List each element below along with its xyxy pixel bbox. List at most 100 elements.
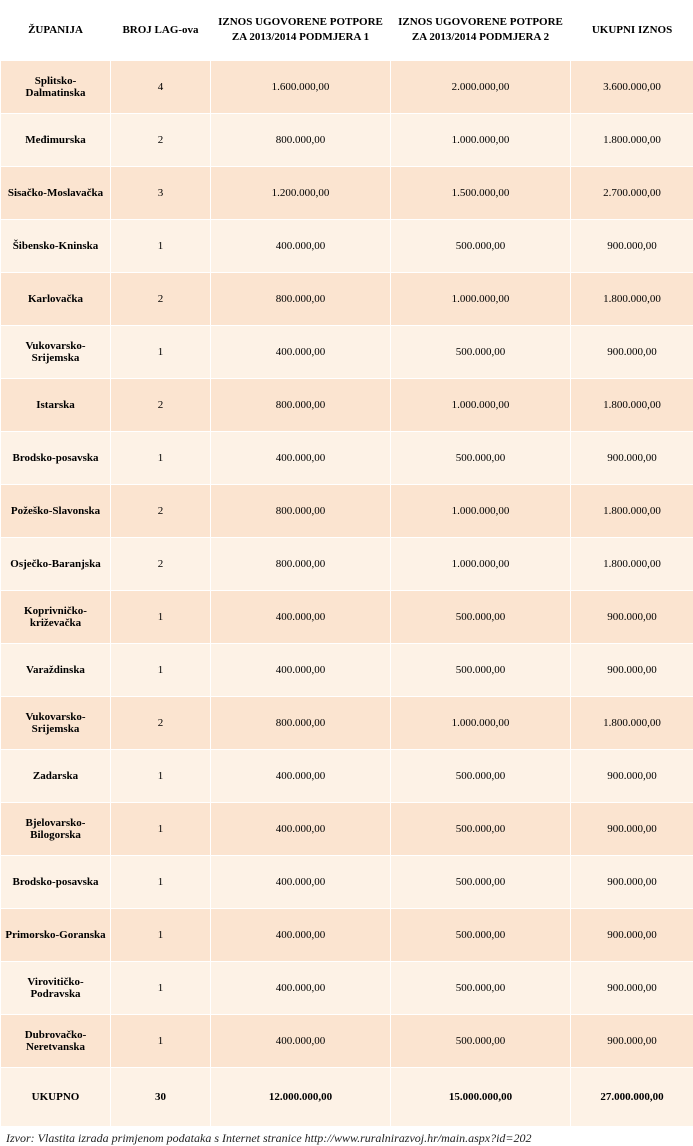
cell-uk: 1.800.000,00 (571, 113, 693, 166)
table-row: Virovitičko-Podravska1400.000,00500.000,… (1, 961, 693, 1014)
cell-zupanija: Karlovačka (1, 272, 111, 325)
cell-p1: 400.000,00 (211, 219, 391, 272)
cell-broj: 1 (111, 590, 211, 643)
cell-broj: 2 (111, 272, 211, 325)
cell-p2: 1.000.000,00 (391, 484, 571, 537)
cell-p1: 1.200.000,00 (211, 166, 391, 219)
cell-p2: 500.000,00 (391, 908, 571, 961)
cell-uk: 1.800.000,00 (571, 484, 693, 537)
table-row: Bjelovarsko-Bilogorska1400.000,00500.000… (1, 802, 693, 855)
cell-zupanija: Splitsko-Dalmatinska (1, 60, 111, 113)
cell-p2: 500.000,00 (391, 961, 571, 1014)
cell-p1: 800.000,00 (211, 113, 391, 166)
table-row: Zadarska1400.000,00500.000,00900.000,00 (1, 749, 693, 802)
cell-zupanija: Koprivničko-križevačka (1, 590, 111, 643)
cell-p1: 400.000,00 (211, 855, 391, 908)
cell-uk: 900.000,00 (571, 855, 693, 908)
cell-uk: 900.000,00 (571, 590, 693, 643)
cell-p2: 500.000,00 (391, 749, 571, 802)
cell-broj: 1 (111, 325, 211, 378)
cell-p2: 1.000.000,00 (391, 272, 571, 325)
cell-p2: 1.000.000,00 (391, 696, 571, 749)
cell-broj: 2 (111, 113, 211, 166)
cell-uk: 900.000,00 (571, 961, 693, 1014)
cell-broj: 1 (111, 749, 211, 802)
cell-uk: 1.800.000,00 (571, 537, 693, 590)
cell-broj: 2 (111, 537, 211, 590)
cell-broj: 1 (111, 643, 211, 696)
cell-zupanija: Sisačko-Moslavačka (1, 166, 111, 219)
cell-p2: 2.000.000,00 (391, 60, 571, 113)
table-row: Vukovarsko-Srijemska1400.000,00500.000,0… (1, 325, 693, 378)
cell-p1: 400.000,00 (211, 802, 391, 855)
table-row: Splitsko-Dalmatinska41.600.000,002.000.0… (1, 60, 693, 113)
table-total-row: UKUPNO3012.000.000,0015.000.000,0027.000… (1, 1067, 693, 1126)
col-header-ukupni: UKUPNI IZNOS (571, 1, 693, 61)
cell-uk: 900.000,00 (571, 802, 693, 855)
cell-uk: 900.000,00 (571, 643, 693, 696)
cell-p1: 400.000,00 (211, 749, 391, 802)
cell-broj: 1 (111, 1014, 211, 1067)
cell-p2: 500.000,00 (391, 802, 571, 855)
cell-broj: 1 (111, 219, 211, 272)
cell-p2: 500.000,00 (391, 219, 571, 272)
cell-p1: 800.000,00 (211, 696, 391, 749)
cell-zupanija: Brodsko-posavska (1, 855, 111, 908)
total-uk: 27.000.000,00 (571, 1067, 693, 1126)
cell-broj: 1 (111, 431, 211, 484)
cell-p1: 400.000,00 (211, 961, 391, 1014)
cell-p1: 1.600.000,00 (211, 60, 391, 113)
table-row: Koprivničko-križevačka1400.000,00500.000… (1, 590, 693, 643)
cell-zupanija: Zadarska (1, 749, 111, 802)
cell-uk: 2.700.000,00 (571, 166, 693, 219)
cell-p2: 1.000.000,00 (391, 537, 571, 590)
cell-p1: 800.000,00 (211, 484, 391, 537)
total-p1: 12.000.000,00 (211, 1067, 391, 1126)
table-row: Brodsko-posavska1400.000,00500.000,00900… (1, 431, 693, 484)
total-broj: 30 (111, 1067, 211, 1126)
cell-uk: 900.000,00 (571, 325, 693, 378)
cell-uk: 900.000,00 (571, 431, 693, 484)
cell-broj: 2 (111, 484, 211, 537)
cell-p1: 400.000,00 (211, 643, 391, 696)
cell-uk: 1.800.000,00 (571, 696, 693, 749)
cell-broj: 4 (111, 60, 211, 113)
cell-broj: 1 (111, 855, 211, 908)
cell-broj: 3 (111, 166, 211, 219)
cell-p1: 800.000,00 (211, 378, 391, 431)
cell-zupanija: Brodsko-posavska (1, 431, 111, 484)
cell-p2: 500.000,00 (391, 431, 571, 484)
table-row: Varaždinska1400.000,00500.000,00900.000,… (1, 643, 693, 696)
cell-p2: 1.500.000,00 (391, 166, 571, 219)
cell-p2: 1.000.000,00 (391, 113, 571, 166)
col-header-zupanija: ŽUPANIJA (1, 1, 111, 61)
cell-p2: 500.000,00 (391, 643, 571, 696)
cell-p1: 400.000,00 (211, 908, 391, 961)
table-row: Dubrovačko-Neretvanska1400.000,00500.000… (1, 1014, 693, 1067)
cell-zupanija: Osječko-Baranjska (1, 537, 111, 590)
table-row: Međimurska2800.000,001.000.000,001.800.0… (1, 113, 693, 166)
cell-broj: 1 (111, 961, 211, 1014)
table-row: Karlovačka2800.000,001.000.000,001.800.0… (1, 272, 693, 325)
cell-zupanija: Vukovarsko-Srijemska (1, 325, 111, 378)
cell-p2: 500.000,00 (391, 1014, 571, 1067)
cell-broj: 1 (111, 908, 211, 961)
cell-zupanija: Šibensko-Kninska (1, 219, 111, 272)
cell-zupanija: Dubrovačko-Neretvanska (1, 1014, 111, 1067)
source-footnote: Izvor: Vlastita izrada primjenom podatak… (0, 1127, 693, 1146)
table-row: Sisačko-Moslavačka31.200.000,001.500.000… (1, 166, 693, 219)
funding-table: ŽUPANIJA BROJ LAG-ova IZNOS UGOVORENE PO… (0, 0, 693, 1127)
table-row: Istarska2800.000,001.000.000,001.800.000… (1, 378, 693, 431)
cell-p1: 400.000,00 (211, 431, 391, 484)
cell-broj: 2 (111, 378, 211, 431)
cell-uk: 900.000,00 (571, 1014, 693, 1067)
cell-p2: 500.000,00 (391, 590, 571, 643)
cell-zupanija: Varaždinska (1, 643, 111, 696)
table-row: Šibensko-Kninska1400.000,00500.000,00900… (1, 219, 693, 272)
cell-p2: 1.000.000,00 (391, 378, 571, 431)
col-header-podmjera1: IZNOS UGOVORENE POTPORE ZA 2013/2014 POD… (211, 1, 391, 61)
cell-p2: 500.000,00 (391, 325, 571, 378)
table-header: ŽUPANIJA BROJ LAG-ova IZNOS UGOVORENE PO… (1, 1, 693, 61)
cell-zupanija: Virovitičko-Podravska (1, 961, 111, 1014)
cell-zupanija: Istarska (1, 378, 111, 431)
